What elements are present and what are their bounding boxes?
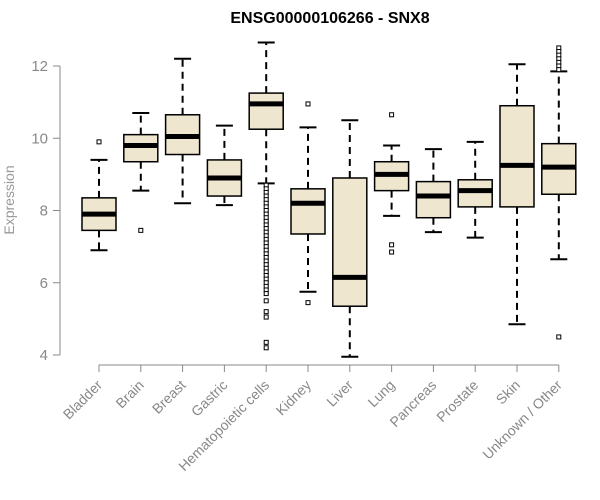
outlier-point	[389, 112, 395, 118]
outlier-point	[263, 345, 269, 351]
outlier-point	[305, 300, 311, 306]
outlier-point	[389, 242, 395, 248]
box-bladder	[81, 139, 117, 252]
box-iqr	[123, 133, 159, 163]
y-tick-label: 12	[31, 58, 48, 75]
box-pancreas	[415, 148, 452, 234]
chart-title: ENSG00000106266 - SNX8	[230, 10, 429, 27]
box-skin	[499, 63, 535, 326]
box-kidney	[290, 101, 326, 306]
x-tick-label: Unknown / Other	[479, 377, 565, 463]
x-tick-label: Bladder	[60, 377, 106, 423]
box-iqr	[499, 104, 535, 208]
box-prostate	[457, 140, 493, 239]
y-tick-label: 8	[40, 203, 48, 220]
outlier-point	[263, 309, 269, 315]
x-tick-label: Kidney	[273, 377, 315, 419]
x-tick-label: Lung	[364, 377, 397, 410]
y-axis-label: Expression	[1, 165, 17, 234]
x-tick-label: Prostate	[433, 377, 481, 425]
box-iqr	[290, 188, 326, 235]
outlier-point	[263, 291, 269, 297]
outlier-point	[263, 314, 269, 320]
outlier-point	[556, 67, 562, 73]
box-iqr	[332, 177, 368, 307]
outlier-point	[556, 334, 562, 340]
box-hematopoietic-cells	[248, 41, 284, 351]
y-tick-label: 6	[40, 275, 48, 292]
outlier-point	[138, 227, 144, 233]
box-lung	[373, 112, 410, 255]
x-tick-label: Brain	[112, 377, 146, 411]
box-iqr	[248, 92, 284, 130]
outlier-point	[389, 249, 395, 255]
outlier-point	[96, 139, 102, 145]
y-tick-label: 10	[31, 130, 48, 147]
y-axis: 4 6 8 10 12	[31, 58, 61, 364]
box-liver	[332, 119, 368, 358]
box-iqr	[457, 179, 493, 208]
x-tick-label: Breast	[149, 377, 189, 417]
boxes-group	[81, 41, 577, 358]
x-tick-label: Liver	[323, 377, 356, 410]
x-tick-label: Skin	[493, 377, 524, 408]
box-brain	[123, 111, 159, 233]
y-tick-label: 4	[40, 347, 48, 364]
box-gastric	[206, 124, 243, 207]
box-iqr	[415, 180, 452, 219]
box-unknown-other	[541, 45, 577, 340]
outlier-point	[263, 298, 269, 304]
outlier-point	[263, 339, 269, 345]
box-breast	[164, 57, 201, 205]
outlier-point	[305, 101, 311, 107]
